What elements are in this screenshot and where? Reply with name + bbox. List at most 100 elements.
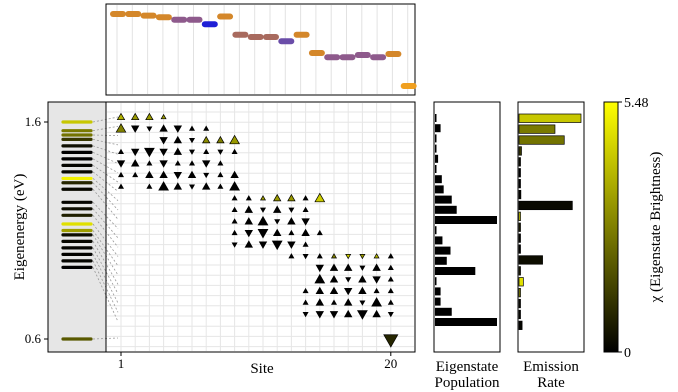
amplitude-triangle-up	[358, 286, 367, 295]
energy-level-strip	[48, 102, 106, 352]
main-panel-ticks: 0.6 1.6 1 20	[25, 114, 398, 371]
emission-bar	[518, 255, 543, 265]
amplitude-triangle-down	[130, 125, 140, 133]
amplitude-triangle-up	[146, 160, 153, 166]
emission-bar	[518, 309, 521, 320]
amplitude-triangle-up	[229, 134, 241, 145]
amplitude-triangle-up	[272, 205, 282, 213]
colorbar: 5.48 0 χ (Eigenstate Brightness)	[603, 96, 664, 361]
amplitude-triangle-down	[257, 229, 269, 239]
amplitude-triangle-down	[188, 184, 196, 190]
amplitude-triangle-up	[272, 193, 282, 202]
amplitude-triangle-up	[288, 253, 295, 259]
amplitude-triangle-up	[145, 170, 154, 179]
amplitude-triangle-up	[314, 192, 326, 203]
emission-bar	[518, 113, 582, 123]
amplitude-triangle-up	[371, 297, 383, 307]
population-bar	[435, 165, 437, 173]
amplitude-triangle-down	[302, 254, 309, 260]
emission-bar	[518, 244, 521, 254]
population-bar	[435, 154, 439, 163]
emission-bar	[518, 320, 523, 330]
emission-bar	[518, 168, 521, 178]
emission-bar	[518, 135, 565, 145]
level-connector	[92, 165, 119, 183]
amplitude-triangle-up	[132, 171, 139, 178]
amplitude-triangle-down	[173, 171, 183, 180]
amplitude-triangle-up	[314, 273, 326, 284]
amplitude-triangle-up	[315, 298, 325, 306]
top-panel	[105, 3, 417, 96]
main-panel-frame	[47, 101, 416, 353]
amplitude-triangle-up	[244, 240, 254, 248]
amplitude-triangle-down	[244, 229, 254, 238]
emission-panel: Emission Rate	[517, 101, 585, 391]
top-panel-segments	[110, 11, 417, 89]
colorbar-max-label: 5.48	[624, 96, 649, 111]
amplitude-triangle-down	[356, 310, 368, 320]
amplitude-triangle-up	[329, 286, 339, 295]
population-bar	[435, 236, 443, 245]
amplitude-triangle-down	[217, 149, 224, 155]
amplitude-triangle-up	[373, 253, 380, 259]
amplitude-triangle-up	[231, 218, 238, 224]
amplitude-triangle-up	[272, 228, 282, 237]
population-bar	[435, 256, 447, 265]
population-bar	[435, 134, 437, 143]
amplitude-triangle-down	[159, 137, 168, 145]
amplitude-triangle-down	[203, 172, 210, 179]
amplitude-triangle-down	[387, 312, 394, 318]
population-bar	[435, 318, 497, 326]
population-label-line2: Population	[434, 375, 500, 391]
population-bar	[435, 144, 437, 153]
population-bars	[435, 114, 497, 326]
amplitude-triangle-up	[130, 159, 140, 167]
amplitude-triangle-up	[173, 147, 183, 155]
amplitude-triangle-up	[115, 123, 127, 133]
amplitude-triangle-up	[173, 135, 183, 144]
amplitude-triangle-up	[117, 171, 125, 178]
amplitude-triangle-up	[358, 275, 367, 283]
amplitude-triangle-up	[158, 181, 170, 191]
amplitude-triangle-up	[330, 253, 338, 259]
population-bar	[435, 124, 441, 133]
amplitude-triangle-down	[188, 138, 196, 144]
amplitude-triangle-down	[231, 242, 238, 248]
emission-label-line2: Rate	[537, 375, 565, 391]
level-connector	[92, 247, 119, 294]
amplitude-triangle-up	[302, 206, 309, 212]
amplitude-triangle-up	[116, 112, 126, 121]
level-connector	[92, 189, 119, 220]
amplitude-triangle-up	[316, 253, 323, 259]
amplitude-triangle-up	[301, 228, 310, 237]
site-amplitude-markers	[115, 112, 399, 348]
population-label-line1: Eigenstate	[436, 359, 499, 375]
amplitude-triangle-down	[345, 277, 352, 283]
emission-bar	[518, 266, 521, 276]
emission-label-line1: Emission	[523, 359, 579, 375]
colorbar-label: χ (Eigenstate Brightness)	[648, 152, 664, 304]
amplitude-triangle-down	[143, 147, 155, 158]
amplitude-triangle-down	[301, 218, 310, 226]
amplitude-triangle-up	[343, 263, 353, 271]
amplitude-triangle-up	[302, 287, 309, 294]
amplitude-triangle-up	[159, 124, 168, 132]
amplitude-triangle-up	[216, 135, 225, 144]
amplitude-triangle-down	[343, 287, 353, 296]
amplitude-triangle-down	[188, 149, 196, 155]
amplitude-triangle-up	[201, 135, 211, 144]
population-bar	[435, 307, 452, 316]
emission-bar	[518, 288, 521, 298]
amplitude-triangle-up	[188, 160, 196, 166]
amplitude-triangle-down	[383, 334, 399, 348]
emission-bar	[518, 233, 521, 243]
amplitude-triangle-down	[287, 241, 296, 249]
amplitude-triangle-up	[288, 229, 295, 236]
amplitude-triangle-up	[387, 299, 394, 305]
y-tick-label: 1.6	[25, 114, 42, 129]
amplitude-triangle-up	[373, 287, 380, 294]
colorbar-min-label: 0	[624, 346, 631, 361]
amplitude-triangle-down	[372, 276, 381, 284]
main-panel-grid	[107, 103, 414, 351]
